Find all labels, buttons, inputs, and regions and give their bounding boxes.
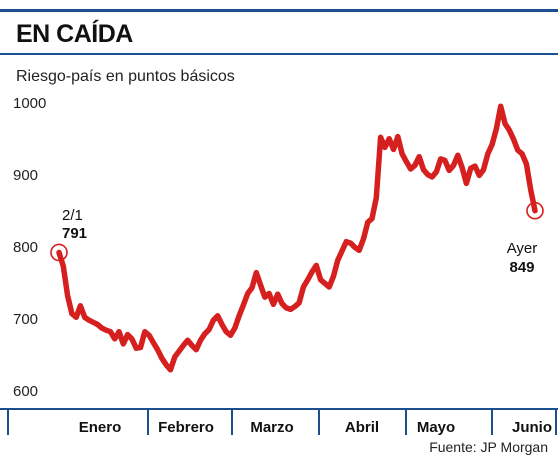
y-tick-label: 700 [13,311,38,328]
series-group [56,103,538,373]
start-annotation-value: 791 [62,225,87,242]
y-axis-label: Riesgo-país en puntos básicos [16,68,235,85]
series-line [56,103,538,373]
chart-title: EN CAÍDA [16,20,133,48]
end-annotation-date: Ayer [507,240,538,257]
x-tick-label: Junio [512,419,552,436]
top-rule [0,9,558,12]
x-tick-label: Enero [79,419,122,436]
x-tick-label: Febrero [158,419,214,436]
end-point-marker [526,201,544,220]
x-tick-label: Abril [345,419,379,436]
end-annotation-value: 849 [509,259,534,276]
x-tick-label: Marzo [250,419,293,436]
y-ticks: 600 700 800 900 1000 [13,95,46,400]
y-tick-label: 800 [13,239,38,256]
source-note: Fuente: JP Morgan [429,439,548,455]
x-axis: Enero Febrero Marzo Abril Mayo Junio [0,408,558,436]
x-tick-label: Mayo [417,419,455,436]
title-rule [0,53,558,55]
start-annotation-date: 2/1 [62,207,83,224]
y-tick-label: 1000 [13,95,46,112]
start-point-marker [50,243,68,262]
y-tick-label: 900 [13,167,38,184]
y-tick-label: 600 [13,383,38,400]
